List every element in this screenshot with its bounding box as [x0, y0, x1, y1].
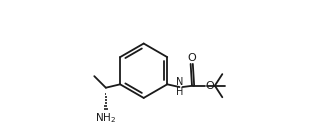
Text: NH$_2$: NH$_2$	[95, 112, 116, 125]
Text: N
H: N H	[176, 77, 183, 97]
Text: O: O	[205, 81, 214, 91]
Text: O: O	[187, 52, 196, 63]
